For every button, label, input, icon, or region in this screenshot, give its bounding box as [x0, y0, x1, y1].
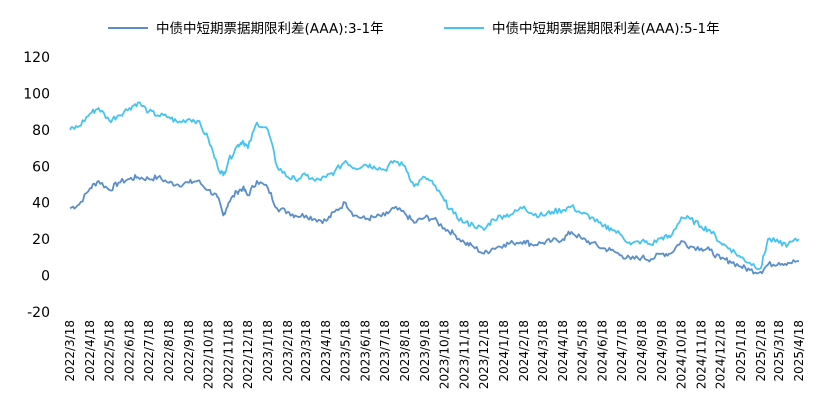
y-tick-label: 100	[23, 86, 50, 102]
x-tick-label: 2024/11/18	[694, 320, 708, 389]
x-tick-label: 2023/9/18	[418, 320, 432, 382]
x-tick-label: 2025/3/18	[772, 320, 786, 382]
x-tick-label: 2022/6/18	[123, 320, 137, 382]
x-tick-label: 2022/4/18	[83, 320, 97, 382]
x-tick-label: 2024/4/18	[556, 320, 570, 382]
x-tick-label: 2024/9/18	[655, 320, 669, 382]
series-line-2	[69, 101, 800, 271]
x-tick-label: 2022/3/18	[63, 320, 77, 382]
y-axis: -20 0 20 40 60 80 100 120	[23, 50, 50, 321]
x-tick-label: 2022/11/18	[221, 320, 235, 389]
x-tick-label: 2023/5/18	[339, 320, 353, 382]
legend-label-1: 中债中短期票据期限利差(AAA):3-1年	[156, 21, 384, 37]
x-tick-label: 2023/1/18	[261, 320, 275, 382]
x-tick-label: 2024/5/18	[575, 320, 589, 382]
legend: 中债中短期票据期限利差(AAA):3-1年 中债中短期票据期限利差(AAA):5-…	[108, 21, 720, 37]
y-tick-label: 20	[32, 232, 50, 248]
y-tick-label: 40	[32, 196, 50, 212]
x-tick-label: 2023/8/18	[398, 320, 412, 382]
x-tick-label: 2025/1/18	[734, 320, 748, 382]
x-tick-label: 2023/4/18	[319, 320, 333, 382]
x-tick-label: 2024/10/18	[674, 320, 688, 389]
x-tick-label: 2022/5/18	[102, 320, 116, 382]
y-tick-label: -20	[27, 305, 50, 321]
x-tick-label: 2023/12/18	[477, 320, 491, 389]
y-tick-label: 60	[32, 159, 50, 175]
x-tick-label: 2022/10/18	[201, 320, 215, 389]
x-tick-label: 2022/9/18	[182, 320, 196, 382]
x-tick-label: 2022/7/18	[142, 320, 156, 382]
x-tick-label: 2022/8/18	[162, 320, 176, 382]
legend-label-2: 中债中短期票据期限利差(AAA):5-1年	[492, 21, 720, 37]
x-tick-label: 2023/6/18	[359, 320, 373, 382]
x-tick-label: 2024/7/18	[615, 320, 629, 382]
x-tick-label: 2024/2/18	[517, 320, 531, 382]
series-group	[69, 101, 800, 275]
x-tick-label: 2024/1/18	[497, 320, 511, 382]
series-line-1	[69, 174, 800, 275]
x-tick-label: 2023/3/18	[299, 320, 313, 382]
x-tick-label: 2024/6/18	[595, 320, 609, 382]
x-tick-label: 2022/12/18	[241, 320, 255, 389]
y-tick-label: 120	[23, 50, 50, 66]
x-tick-label: 2025/4/18	[792, 320, 806, 382]
y-tick-label: 0	[41, 269, 50, 285]
y-tick-label: 80	[32, 123, 50, 139]
x-tick-label: 2024/12/18	[714, 320, 728, 389]
x-tick-label: 2024/3/18	[536, 320, 550, 382]
x-tick-label: 2023/11/18	[458, 320, 472, 389]
x-tick-label: 2023/10/18	[438, 320, 452, 389]
x-axis: 2022/3/18 2022/4/18 2022/5/18 2022/6/18 2022…	[63, 320, 806, 389]
x-tick-label: 2024/8/18	[635, 320, 649, 382]
x-tick-label: 2023/2/18	[281, 320, 295, 382]
x-tick-label: 2025/2/18	[754, 320, 768, 382]
x-tick-label: 2023/7/18	[378, 320, 392, 382]
